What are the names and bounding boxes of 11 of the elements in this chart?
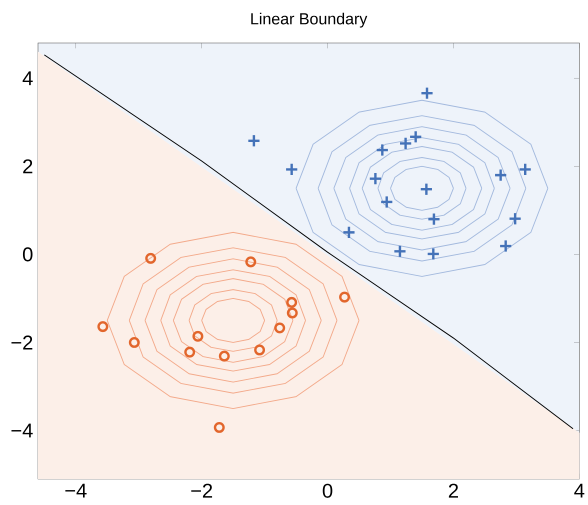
x-tick-label: −2 [191, 484, 212, 498]
x-tick-label: 0 [322, 484, 332, 498]
x-tick-label: 4 [574, 484, 584, 498]
y-tick-label: 0 [22, 247, 32, 262]
x-tick-label: 2 [448, 484, 458, 498]
y-tick-label: 4 [22, 71, 33, 86]
y-tick-label: 2 [23, 159, 32, 174]
y-tick-label: −2 [11, 335, 32, 350]
x-tick-label: −4 [65, 484, 87, 498]
chart-title: Linear Boundary [251, 12, 368, 28]
y-tick-label: −4 [11, 424, 33, 438]
